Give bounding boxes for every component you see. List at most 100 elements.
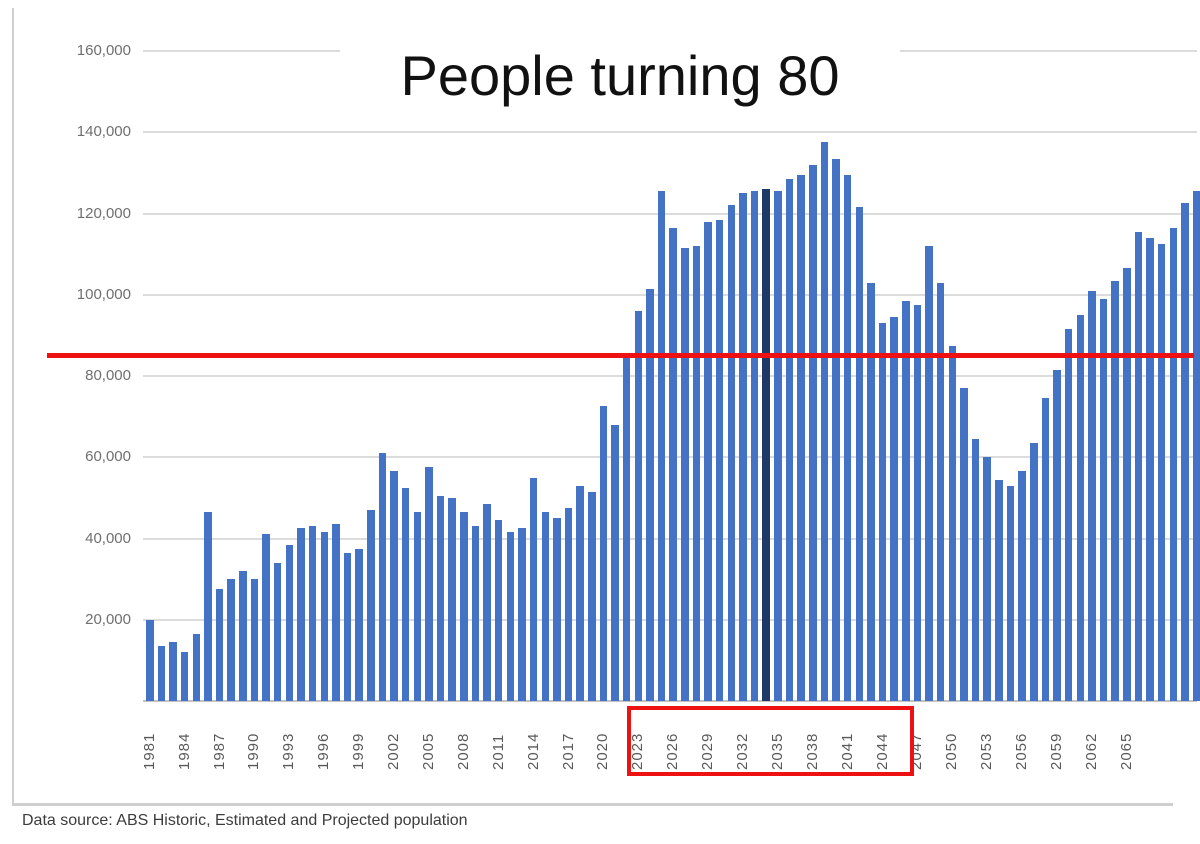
bar-2043 [867,283,875,701]
bar-2036 [785,179,794,701]
bar-2060 [1064,329,1073,701]
bar-2061 [1076,315,1085,701]
y-tick-label-80000: 80,000 [85,367,131,384]
bar-2022 [622,354,631,701]
bar-1983 [169,642,177,701]
bar-2049 [936,283,945,701]
bar-1993 [285,545,294,701]
bar-2026 [669,228,677,701]
bar-2027 [681,248,689,701]
gridline-120000 [143,212,1197,215]
bar-1996 [320,532,328,701]
bar-2058 [1041,398,1050,701]
chart-frame-left-border [12,8,14,804]
bar-2034 [762,189,770,701]
bar-2004 [413,512,422,701]
bar-2030 [715,220,724,701]
x-tick-label-2065: 2065 [1117,732,1135,770]
bar-2042 [855,207,864,701]
bar-2039 [820,142,829,701]
x-tick-label-2005: 2005 [419,732,437,770]
x-tick-label-2020: 2020 [594,732,612,770]
bar-2035 [774,191,782,701]
chart-frame-bottom-border [12,803,1173,806]
x-tick-label-2056: 2056 [1013,732,1031,770]
x-tick-label-2059: 2059 [1048,732,1066,770]
bar-2033 [750,191,759,701]
bar-2047 [913,305,922,701]
bar-2018 [576,486,584,701]
bar-2002 [390,471,398,701]
bar-2015 [541,512,549,701]
bar-2011 [494,520,503,701]
bar-1991 [262,534,270,701]
x-tick-label-1996: 1996 [315,732,333,770]
bar-1986 [204,512,212,701]
chart-title: People turning 80 [340,42,900,114]
bar-2025 [657,191,666,701]
y-tick-label-140000: 140,000 [76,123,131,141]
bar-2068 [1157,244,1166,701]
bar-2019 [588,492,596,701]
bar-2008 [460,512,468,701]
bar-1985 [192,634,201,701]
y-tick-label-120000: 120,000 [76,204,131,222]
bar-2040 [832,159,840,701]
bar-2029 [704,222,712,701]
bar-1997 [332,524,340,701]
bar-2023 [634,311,643,701]
bar-2064 [1111,281,1119,701]
data-source-note: Data source: ABS Historic, Estimated and… [22,812,468,829]
bar-2016 [553,518,561,701]
bar-2037 [797,175,805,701]
bar-2014 [529,478,538,701]
x-tick-label-2050: 2050 [943,732,961,770]
bar-1995 [308,526,317,701]
bar-2051 [960,388,968,701]
bar-2012 [506,532,515,701]
bar-2038 [809,165,817,701]
bar-1999 [355,549,363,701]
bar-1989 [239,571,247,701]
bar-2046 [902,301,910,701]
x-tick-label-1990: 1990 [245,732,263,770]
bar-2067 [1146,238,1154,701]
bar-1981 [146,620,154,701]
bar-1994 [297,528,305,701]
bar-2032 [739,193,747,701]
bar-2056 [1018,471,1026,701]
x-tick-label-2053: 2053 [978,732,996,770]
bar-2054 [995,480,1003,701]
y-tick-label-160000: 160,000 [76,42,131,59]
x-tick-label-2062: 2062 [1082,732,1100,770]
bar-2024 [646,289,654,701]
x-tick-label-1993: 1993 [280,732,298,770]
y-tick-label-60000: 60,000 [85,448,131,466]
x-tick-label-2011: 2011 [489,733,507,770]
x-tick-label-1981: 1981 [140,732,158,770]
bar-2003 [401,488,410,701]
bar-2001 [378,453,387,701]
bar-2031 [727,205,736,701]
y-tick-label-40000: 40,000 [85,529,131,547]
bar-1988 [227,579,235,701]
highlight-box-2023-2044 [626,706,914,776]
bar-2005 [425,467,433,701]
bar-2009 [471,526,480,701]
x-tick-label-1999: 1999 [350,732,368,770]
x-tick-label-2017: 2017 [559,732,577,770]
bar-2063 [1099,299,1108,701]
bar-2017 [564,508,573,701]
bar-2071 [1192,191,1200,701]
bar-1984 [180,652,189,701]
bar-2069 [1169,228,1178,701]
gridline-140000 [143,131,1197,134]
x-tick-label-2008: 2008 [454,732,472,770]
y-tick-label-100000: 100,000 [76,285,131,303]
bar-2065 [1123,268,1131,701]
bar-2041 [843,175,852,701]
bar-2050 [948,346,957,701]
x-tick-label-2014: 2014 [524,732,542,770]
x-tick-label-1987: 1987 [210,732,228,770]
